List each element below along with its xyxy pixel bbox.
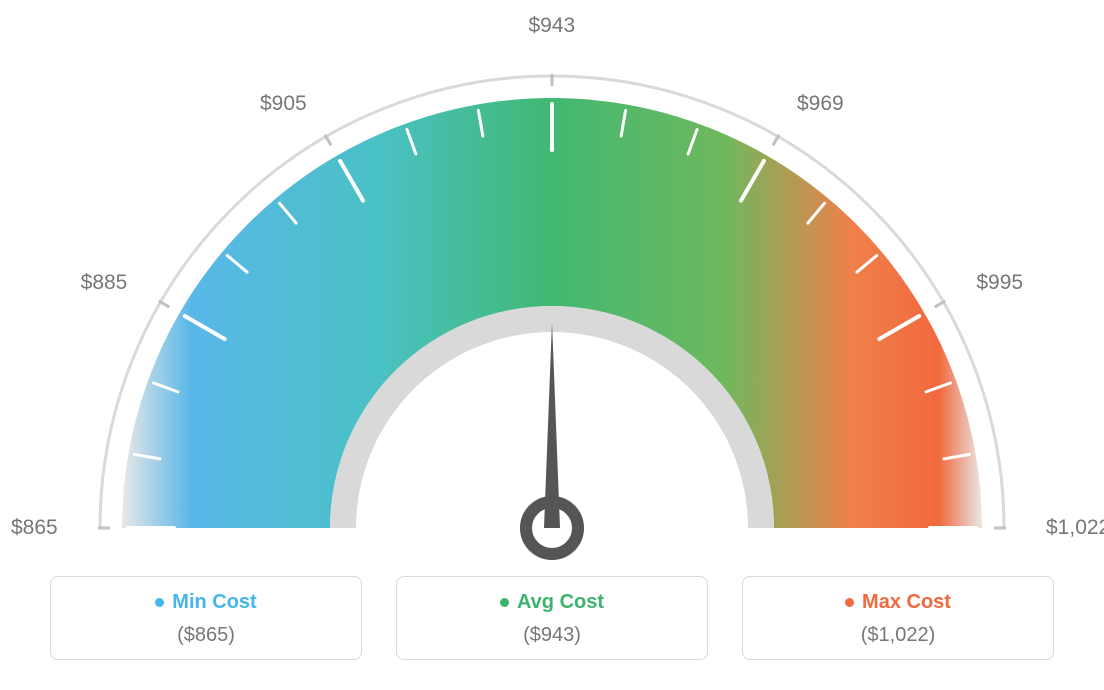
legend-row: Min Cost ($865) Avg Cost ($943) Max Cost… <box>0 576 1104 660</box>
gauge-svg <box>22 50 1082 580</box>
legend-value-avg: ($943) <box>397 624 707 647</box>
gauge-tick-label: $1,022 <box>1046 516 1104 540</box>
gauge-tick-label: $995 <box>976 271 1023 295</box>
legend-label-avg: Avg Cost <box>517 591 604 614</box>
legend-dot-min <box>155 598 164 607</box>
gauge-tick-label: $885 <box>81 271 128 295</box>
legend-dot-avg <box>500 598 509 607</box>
legend-label-min: Min Cost <box>172 591 256 614</box>
gauge-area: $865 $885 $905 $943 $969 $995 $1,022 <box>0 0 1104 560</box>
gauge-tick-label: $943 <box>529 14 576 38</box>
gauge-tick-label: $865 <box>11 516 58 540</box>
legend-card-min: Min Cost ($865) <box>50 576 362 660</box>
legend-card-max: Max Cost ($1,022) <box>742 576 1054 660</box>
legend-card-avg: Avg Cost ($943) <box>396 576 708 660</box>
legend-label-max: Max Cost <box>862 591 951 614</box>
legend-value-min: ($865) <box>51 624 361 647</box>
legend-value-max: ($1,022) <box>743 624 1053 647</box>
gauge-tick-label: $905 <box>260 92 307 116</box>
cost-gauge-chart: $865 $885 $905 $943 $969 $995 $1,022 Min Cost … <box>0 0 1104 690</box>
legend-dot-max <box>845 598 854 607</box>
gauge-tick-label: $969 <box>797 92 844 116</box>
